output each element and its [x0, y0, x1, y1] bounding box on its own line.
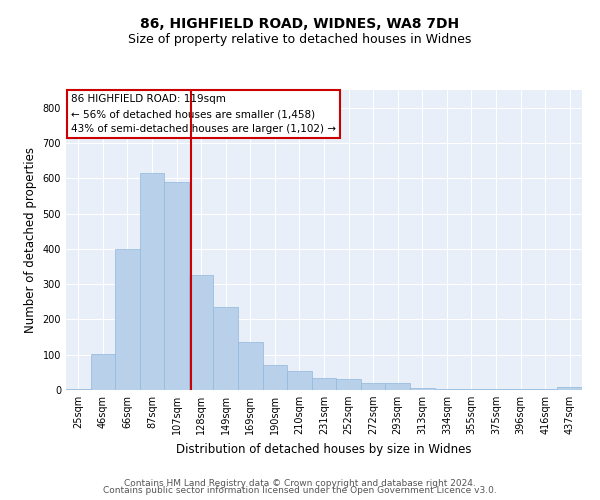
Text: 86, HIGHFIELD ROAD, WIDNES, WA8 7DH: 86, HIGHFIELD ROAD, WIDNES, WA8 7DH [140, 18, 460, 32]
Y-axis label: Number of detached properties: Number of detached properties [24, 147, 37, 333]
Bar [263, 366, 287, 390]
Bar [361, 383, 385, 390]
Bar [557, 387, 582, 390]
Bar [189, 276, 214, 390]
Bar [115, 249, 140, 390]
Text: Contains HM Land Registry data © Crown copyright and database right 2024.: Contains HM Land Registry data © Crown c… [124, 478, 476, 488]
Text: Size of property relative to detached houses in Widnes: Size of property relative to detached ho… [128, 32, 472, 46]
Bar [91, 354, 115, 390]
Bar [164, 182, 189, 390]
Bar [287, 370, 312, 390]
Bar [238, 342, 263, 390]
Bar [385, 383, 410, 390]
Bar [410, 388, 434, 390]
Text: Contains public sector information licensed under the Open Government Licence v3: Contains public sector information licen… [103, 486, 497, 495]
X-axis label: Distribution of detached houses by size in Widnes: Distribution of detached houses by size … [176, 442, 472, 456]
Bar [214, 307, 238, 390]
Bar [336, 380, 361, 390]
Text: 86 HIGHFIELD ROAD: 119sqm
← 56% of detached houses are smaller (1,458)
43% of se: 86 HIGHFIELD ROAD: 119sqm ← 56% of detac… [71, 94, 336, 134]
Bar [312, 378, 336, 390]
Bar [140, 173, 164, 390]
